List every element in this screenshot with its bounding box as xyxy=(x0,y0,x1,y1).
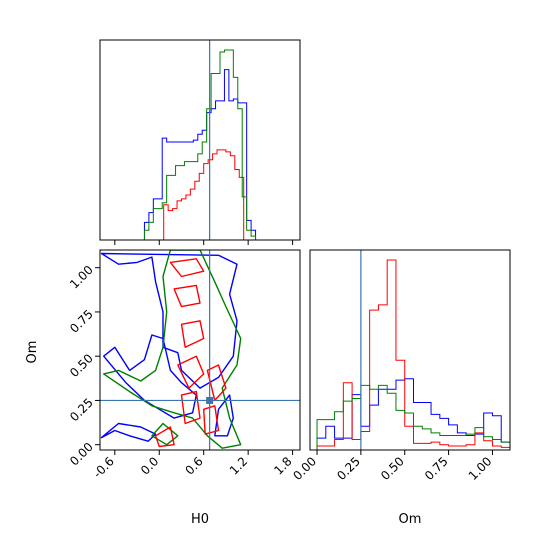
h0-axis-ticks: -0.6 0.0 0.6 1.2 1.8 xyxy=(90,450,295,481)
om-tick-label: 0.50 xyxy=(67,351,96,380)
om-axis-ticks: 0.00 0.25 0.50 0.75 1.00 xyxy=(67,263,100,469)
h0-axis-label: H0 xyxy=(191,512,209,527)
h0-histogram-panel xyxy=(99,39,301,245)
contour-red xyxy=(177,355,205,389)
om-histogram-panel: 0.00 0.25 0.50 0.75 1.00 Om xyxy=(290,249,511,527)
om-histogram-ticks: 0.00 0.25 0.50 0.75 1.00 xyxy=(290,450,495,483)
h0-histogram-step-red xyxy=(159,149,249,241)
om-histogram-frame xyxy=(309,249,511,451)
contour-red xyxy=(169,258,205,278)
contour-red xyxy=(173,284,201,308)
om-axis-label: Om xyxy=(399,512,422,527)
h0-tick-label: 0.0 xyxy=(138,454,161,477)
om-histogram-series xyxy=(316,259,510,450)
om-tick-label: 0.25 xyxy=(67,395,96,424)
contour-blue xyxy=(100,252,238,389)
om-histogram-tick-label: 0.25 xyxy=(334,454,363,483)
contour-green xyxy=(151,422,179,446)
om-histogram-tick-label: 0.75 xyxy=(422,454,451,483)
om-tick-label: 1.00 xyxy=(67,263,96,292)
h0-histogram-ticks xyxy=(114,240,294,245)
h0-tick-label: 1.2 xyxy=(227,454,250,477)
truth-marker xyxy=(206,396,214,404)
contour-blue xyxy=(214,394,235,437)
contour-series xyxy=(100,250,242,449)
h0-histogram-step-blue xyxy=(143,69,257,240)
contour-green xyxy=(102,250,242,449)
contour-red xyxy=(180,390,201,425)
h0-histogram-series xyxy=(143,49,257,241)
om-histogram-tick-label: 0.00 xyxy=(290,454,319,483)
om-axis-label-vertical: Om xyxy=(25,341,40,364)
h0-tick-label: 0.6 xyxy=(182,454,205,477)
om-histogram-tick-label: 1.00 xyxy=(466,454,495,483)
contour-red xyxy=(154,426,175,448)
h0-tick-label: -0.6 xyxy=(90,454,116,480)
contour-red xyxy=(206,364,227,402)
h0-histogram-step-green xyxy=(143,49,257,240)
h0-histogram-frame xyxy=(99,39,301,241)
om-tick-label: 0.00 xyxy=(67,440,96,469)
contour-red xyxy=(180,320,205,348)
h0-om-contour-panel: -0.6 0.0 0.6 1.2 1.8 0.000.250.500.751.00 H0… xyxy=(25,249,301,527)
contour-red xyxy=(202,405,220,435)
om-histogram-step-green xyxy=(316,384,510,450)
contour-frame xyxy=(99,249,301,451)
om-tick-label: 0.75 xyxy=(67,307,96,336)
contour-blue xyxy=(100,422,157,442)
om-histogram-tick-label: 0.50 xyxy=(378,454,407,483)
